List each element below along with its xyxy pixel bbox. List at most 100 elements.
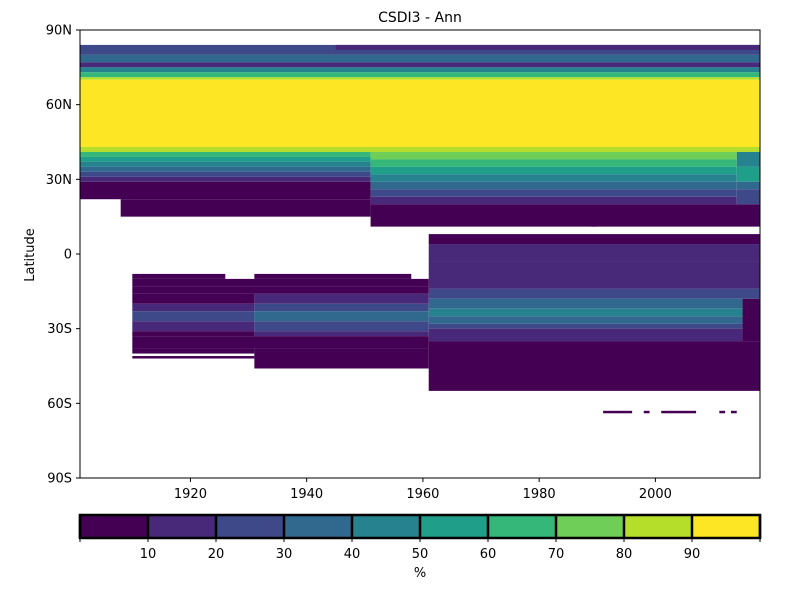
- colorbar: 10 20 30 40 50 60 70 80 90: [78, 513, 762, 562]
- y-tick-label: 30N: [46, 173, 72, 188]
- colorbar-swatch: [692, 515, 760, 538]
- heatmap-cell: [428, 323, 743, 329]
- heatmap-cell: [80, 171, 371, 177]
- colorbar-swatch: [284, 515, 352, 538]
- heatmap-cell: [428, 298, 743, 309]
- heatmap-cell: [254, 348, 429, 369]
- heatmap-cell: [254, 311, 429, 322]
- colorbar-swatch: [624, 515, 692, 538]
- y-tick-label: 90S: [47, 472, 72, 487]
- heatmap-cell: [370, 196, 737, 205]
- heatmap-cell: [370, 151, 737, 160]
- heatmap-cell: [370, 159, 737, 167]
- heatmap-cell: [80, 62, 760, 68]
- heatmap-cell: [80, 166, 371, 172]
- heatmap-cell: [80, 146, 760, 152]
- colorbar-swatch: [556, 515, 624, 538]
- heatmap-cell: [428, 328, 743, 342]
- y-tick-label: 90N: [46, 24, 72, 39]
- heatmap-cell: [428, 261, 760, 289]
- heatmap-cell: [591, 224, 598, 227]
- colorbar-tick-label: 70: [548, 547, 565, 562]
- y-tick-label: 0: [64, 248, 72, 263]
- x-tick-label: 1980: [523, 487, 556, 502]
- heatmap-cell: [736, 181, 760, 190]
- colorbar-tick-label: 90: [684, 547, 701, 562]
- heatmap-cell: [736, 151, 760, 167]
- x-tick-label: 1940: [290, 487, 323, 502]
- heatmap-cell: [428, 234, 760, 245]
- heatmap-cell: [132, 331, 255, 337]
- heatmap-cell: [132, 311, 255, 322]
- chart-title: CSDI3 - Ann: [378, 10, 462, 26]
- heatmap-cell: [132, 303, 255, 312]
- heatmap-cell: [335, 44, 760, 50]
- x-tick-label: 1920: [174, 487, 207, 502]
- heatmap-cell: [132, 348, 255, 354]
- heatmap-cell: [80, 176, 371, 182]
- heatmap-cell: [80, 156, 371, 162]
- colorbar-tick-label: 40: [344, 547, 361, 562]
- heatmap-cell: [132, 336, 429, 349]
- heatmap-cell: [719, 410, 726, 414]
- colorbar-tick-label: 20: [208, 547, 225, 562]
- colorbar-swatch: [420, 515, 488, 538]
- heatmap-cell: [370, 204, 760, 227]
- heatmap-cell: [736, 189, 760, 205]
- heatmap-cell: [428, 288, 760, 299]
- heatmap-cell: [132, 321, 255, 332]
- heatmap-cell: [132, 293, 255, 304]
- colorbar-tick-label: 80: [616, 547, 633, 562]
- colorbar-swatch: [488, 515, 556, 538]
- x-tick-label: 1960: [406, 487, 439, 502]
- heatmap-cell: [603, 410, 633, 414]
- heatmap-cell: [132, 286, 429, 294]
- heatmap-cell: [120, 199, 371, 217]
- heatmap-cell: [132, 356, 255, 359]
- colorbar-label: %: [414, 566, 426, 581]
- y-tick-label: 60S: [47, 397, 72, 412]
- heatmap-cell: [254, 303, 429, 312]
- heatmap-cell: [428, 308, 743, 317]
- heatmap-cell: [254, 293, 429, 304]
- heatmap-cell: [254, 321, 429, 332]
- heatmap-cell: [736, 166, 760, 182]
- y-axis: 90N 60N 30N 0 30S 60S 90S: [46, 24, 80, 487]
- heatmap-cell: [428, 244, 760, 262]
- heatmap-cell: [643, 410, 650, 414]
- y-axis-label: Latitude: [23, 228, 38, 282]
- colorbar-tick-label: 50: [412, 547, 429, 562]
- heatmap-cell: [370, 166, 737, 175]
- heatmap-cell: [661, 410, 697, 414]
- colorbar-swatch: [216, 515, 284, 538]
- heatmap-cell: [254, 273, 412, 279]
- y-tick-label: 60N: [46, 98, 72, 113]
- colorbar-tick-label: 30: [276, 547, 293, 562]
- heatmap-cell: [80, 72, 760, 78]
- heatmap-cell: [428, 341, 760, 391]
- heatmap-cell: [370, 189, 737, 197]
- heatmap-cell: [428, 316, 743, 324]
- heatmap-cell: [80, 181, 371, 200]
- x-tick-label: 2000: [639, 487, 672, 502]
- colorbar-tick-label: 60: [480, 547, 497, 562]
- heatmap-cell: [80, 79, 760, 147]
- colorbar-swatch: [352, 515, 420, 538]
- y-tick-label: 30S: [47, 322, 72, 337]
- colorbar-swatch: [80, 515, 148, 538]
- heatmap-cell: [370, 174, 737, 182]
- heatmap-cell: [132, 278, 429, 287]
- heatmap-cell: [80, 77, 760, 80]
- heatmap-cell: [80, 54, 760, 63]
- heatmap-cell: [80, 67, 760, 73]
- heatmap-cell: [730, 410, 737, 414]
- colorbar-tick-label: 10: [140, 547, 157, 562]
- colorbar-swatch: [148, 515, 216, 538]
- heatmap-cell: [80, 161, 371, 167]
- heatmap-cell: [742, 298, 760, 342]
- heatmap-cell: [80, 151, 371, 157]
- heatmap-cell: [254, 331, 429, 337]
- heatmap-cells: [80, 44, 760, 414]
- heatmap-cell: [132, 273, 226, 279]
